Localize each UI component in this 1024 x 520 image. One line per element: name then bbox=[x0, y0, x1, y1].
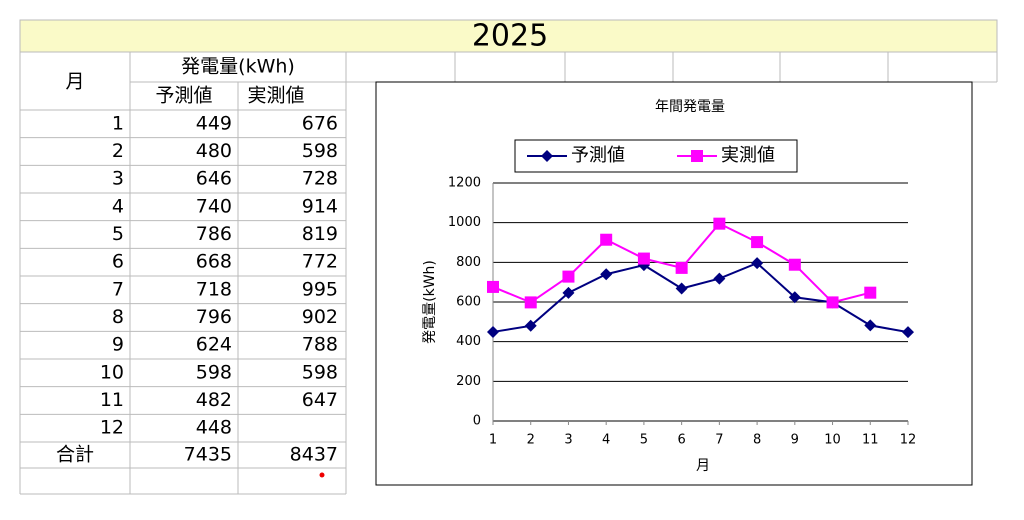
y-tick-label: 600 bbox=[456, 295, 481, 310]
total-value: 8437 bbox=[290, 444, 338, 466]
sub-header: 実測値 bbox=[247, 85, 304, 107]
marker bbox=[524, 319, 537, 332]
marker bbox=[562, 270, 575, 283]
marker bbox=[826, 296, 839, 309]
x-tick-label: 3 bbox=[564, 433, 572, 448]
cell-value: 740 bbox=[196, 195, 232, 217]
marker bbox=[713, 272, 726, 285]
cell-value: 718 bbox=[196, 278, 232, 300]
cell-value: 448 bbox=[196, 417, 232, 439]
cell-value: 786 bbox=[196, 223, 232, 245]
cell-value: 902 bbox=[302, 306, 338, 328]
marker bbox=[675, 261, 688, 274]
x-tick-label: 12 bbox=[900, 433, 917, 448]
cell-value: 772 bbox=[302, 251, 338, 273]
legend-marker bbox=[691, 150, 703, 162]
cell-value: 8 bbox=[112, 306, 124, 328]
marker bbox=[487, 280, 499, 293]
cell-value: 12 bbox=[100, 417, 124, 439]
y-tick-label: 1200 bbox=[448, 176, 481, 191]
cell-value: 2 bbox=[112, 140, 124, 162]
x-tick-label: 9 bbox=[791, 433, 799, 448]
marker bbox=[788, 258, 801, 271]
x-tick-label: 7 bbox=[715, 433, 723, 448]
marker bbox=[524, 296, 537, 309]
marker bbox=[487, 325, 499, 338]
cell-value: 728 bbox=[302, 168, 338, 190]
cell-value: 796 bbox=[196, 306, 232, 328]
cell-value: 995 bbox=[302, 278, 338, 300]
marker bbox=[562, 286, 575, 299]
marker bbox=[637, 252, 650, 265]
legend-marker bbox=[541, 150, 553, 162]
y-tick-label: 200 bbox=[456, 374, 481, 389]
marker bbox=[751, 236, 764, 249]
chart-title: 年間発電量 bbox=[655, 99, 725, 115]
cell-value: 788 bbox=[302, 334, 338, 356]
legend-label: 実測値 bbox=[721, 145, 775, 166]
x-tick-label: 11 bbox=[862, 433, 879, 448]
marker bbox=[600, 233, 613, 246]
cell-value: 914 bbox=[302, 195, 338, 217]
marker bbox=[788, 291, 801, 304]
marker bbox=[713, 217, 726, 230]
cell-value: 6 bbox=[112, 251, 124, 273]
x-axis-label: 月 bbox=[696, 458, 710, 474]
marker bbox=[902, 326, 914, 339]
cell-value: 11 bbox=[100, 389, 124, 411]
x-tick-label: 1 bbox=[489, 433, 497, 448]
x-tick-label: 10 bbox=[824, 433, 841, 448]
cell-value: 646 bbox=[196, 168, 232, 190]
group-header: 発電量(kWh) bbox=[181, 56, 295, 78]
y-axis-label: 発電量(kWh) bbox=[422, 260, 438, 344]
total-value: 7435 bbox=[184, 444, 232, 466]
cell-value: 819 bbox=[302, 223, 338, 245]
cell-value: 9 bbox=[112, 334, 124, 356]
x-tick-label: 2 bbox=[527, 433, 535, 448]
cell-value: 624 bbox=[196, 334, 232, 356]
y-tick-label: 1000 bbox=[448, 215, 481, 230]
y-tick-label: 0 bbox=[473, 414, 481, 429]
legend-label: 予測値 bbox=[571, 145, 625, 166]
cell-value: 598 bbox=[196, 361, 232, 383]
title-band bbox=[19, 19, 998, 53]
cell-value: 10 bbox=[100, 361, 124, 383]
cell-value: 5 bbox=[112, 223, 124, 245]
x-tick-label: 5 bbox=[640, 433, 648, 448]
cell-value: 3 bbox=[112, 168, 124, 190]
marker bbox=[864, 319, 877, 332]
cell-dot bbox=[319, 472, 325, 478]
x-tick-label: 4 bbox=[602, 433, 610, 448]
x-tick-label: 8 bbox=[753, 433, 761, 448]
cell-value: 1 bbox=[112, 112, 124, 134]
y-tick-label: 800 bbox=[456, 255, 481, 270]
month-header: 月 bbox=[65, 71, 84, 93]
cell-value: 647 bbox=[302, 389, 338, 411]
sub-header: 予測値 bbox=[155, 85, 212, 107]
cell-value: 480 bbox=[196, 140, 232, 162]
y-tick-label: 400 bbox=[456, 334, 481, 349]
cell-value: 598 bbox=[302, 361, 338, 383]
cell-value: 7 bbox=[112, 278, 124, 300]
cell-value: 482 bbox=[196, 389, 232, 411]
marker bbox=[751, 257, 764, 270]
marker bbox=[600, 268, 613, 281]
marker bbox=[864, 286, 877, 299]
sheet-title: 2025 bbox=[472, 19, 548, 54]
cell-value: 676 bbox=[302, 112, 338, 134]
marker bbox=[675, 282, 688, 295]
x-tick-label: 6 bbox=[677, 433, 685, 448]
total-label: 合計 bbox=[56, 444, 94, 466]
cell-value: 449 bbox=[196, 112, 232, 134]
cell-value: 668 bbox=[196, 251, 232, 273]
cell-value: 4 bbox=[112, 195, 124, 217]
cell-value: 598 bbox=[302, 140, 338, 162]
series-line bbox=[492, 261, 909, 334]
